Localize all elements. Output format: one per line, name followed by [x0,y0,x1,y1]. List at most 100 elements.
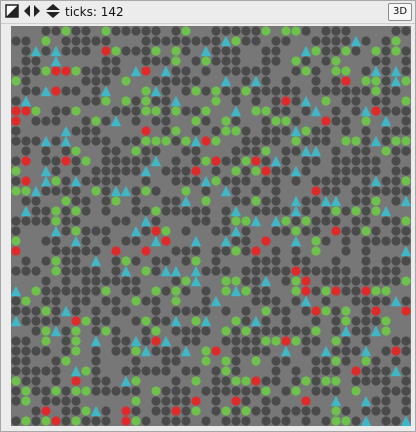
turtle-dark [371,226,381,236]
turtle-green [371,206,381,216]
turtle-triangle [130,335,142,347]
turtle-dark [171,76,181,86]
world-view[interactable] [11,26,411,426]
turtle-dark [321,276,331,286]
turtle-green [111,196,121,206]
turtle-dark [11,36,21,46]
turtle-dark [321,86,331,96]
turtle-dark [161,256,171,266]
turtle-green [381,146,391,156]
toolbar: ticks: 142 3D [1,1,415,24]
turtle-dark [391,166,401,176]
turtle-dark [171,26,181,36]
turtle-green [311,326,321,336]
turtle-dark [111,276,121,286]
world-canvas[interactable] [11,26,411,426]
turtle-dark [81,296,91,306]
turtle-dark [361,366,371,376]
turtle-dark [381,46,391,56]
turtle-dark [111,256,121,266]
turtle-dark [261,296,271,306]
turtle-dark [271,296,281,306]
speed-arrows-vertical-icon[interactable] [45,4,61,18]
arrange-icon[interactable] [5,4,19,18]
turtle-green [221,326,231,336]
turtle-dark [171,36,181,46]
turtle-green [401,276,411,286]
turtle-dark [51,236,61,246]
turtle-dark [291,406,301,416]
turtle-dark [61,246,71,256]
turtle-triangle [200,315,212,327]
turtle-dark [321,206,331,216]
turtle-dark [371,186,381,196]
turtle-dark [181,416,191,426]
turtle-dark [201,116,211,126]
turtle-dark [261,46,271,56]
view-3d-button[interactable]: 3D [388,3,412,21]
turtle-green [71,66,81,76]
turtle-dark [241,316,251,326]
turtle-dark [91,66,101,76]
turtle-green [221,126,231,136]
turtle-green [121,96,131,106]
turtle-red [351,366,361,376]
turtle-triangle [60,305,72,317]
turtle-dark [131,406,141,416]
turtle-dark [221,376,231,386]
turtle-green [101,326,111,336]
turtle-green [71,146,81,156]
turtle-dark [111,336,121,346]
turtle-dark [201,66,211,76]
turtle-dark [371,96,381,106]
turtle-dark [51,306,61,316]
turtle-dark [101,76,111,86]
turtle-dark [121,276,131,286]
turtle-dark [21,196,31,206]
turtle-dark [401,386,411,396]
turtle-dark [21,66,31,76]
turtle-dark [261,86,271,96]
turtle-dark [61,176,71,186]
turtle-green [351,136,361,146]
turtle-dark [331,266,341,276]
turtle-dark [161,316,171,326]
turtle-dark [51,166,61,176]
turtle-red [71,376,81,386]
turtle-dark [201,86,211,96]
turtle-dark [271,356,281,366]
turtle-green [341,136,351,146]
turtle-dark [221,306,231,316]
turtle-dark [61,106,71,116]
turtle-dark [391,266,401,276]
turtle-green [371,46,381,56]
turtle-red [191,396,201,406]
turtle-dark [61,346,71,356]
turtle-green [191,256,201,266]
turtle-dark [31,416,41,426]
turtle-red [61,66,71,76]
turtle-green [171,46,181,56]
turtle-dark [41,256,51,266]
turtle-triangle [150,85,162,97]
turtle-dark [371,356,381,366]
turtle-dark [111,146,121,156]
turtle-green [181,26,191,36]
turtle-green [351,386,361,396]
turtle-dark [111,56,121,66]
turtle-dark [211,56,221,66]
turtle-triangle [310,105,322,117]
turtle-dark [361,326,371,336]
turtle-green [151,106,161,116]
speed-arrows-horizontal-icon[interactable] [23,4,41,18]
turtle-dark [31,406,41,416]
turtle-dark [281,86,291,96]
turtle-green [201,356,211,366]
turtle-red [51,86,61,96]
turtle-dark [321,186,331,196]
turtle-dark [361,336,371,346]
turtle-dark [391,146,401,156]
turtle-dark [221,56,231,66]
turtle-dark [31,316,41,326]
turtle-dark [61,396,71,406]
